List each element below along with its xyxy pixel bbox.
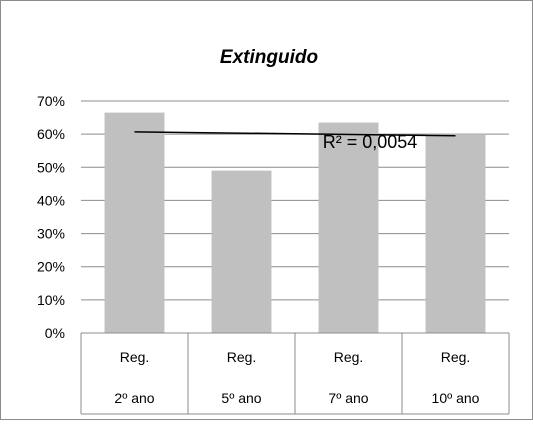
y-tick-label: 20% xyxy=(37,259,65,275)
y-tick-label: 30% xyxy=(37,226,65,242)
y-tick-label: 50% xyxy=(37,159,65,175)
category-label-line1: Reg. xyxy=(441,349,471,365)
y-tick-label: 10% xyxy=(37,292,65,308)
y-tick-label: 60% xyxy=(37,126,65,142)
y-tick-label: 0% xyxy=(45,325,65,341)
y-tick-label: 40% xyxy=(37,192,65,208)
category-label-line1: Reg. xyxy=(227,349,257,365)
y-axis-tick-labels: 0% 10% 20% 30% 40% 50% 60% 70% xyxy=(37,93,65,341)
bar xyxy=(211,170,272,333)
category-label-line2: 2º ano xyxy=(114,390,154,406)
category-label-line1: Reg. xyxy=(120,349,150,365)
bar xyxy=(104,112,165,333)
y-tick-label: 70% xyxy=(37,93,65,109)
category-label-line2: 10º ano xyxy=(432,390,480,406)
category-label-line2: 5º ano xyxy=(221,390,261,406)
chart-title: Extinguido xyxy=(220,47,318,68)
trendline xyxy=(134,131,456,137)
bars xyxy=(104,112,486,334)
trendline-group: R² = 0,0054 xyxy=(134,131,456,152)
category-label-line2: 7º ano xyxy=(328,390,368,406)
trendline-r2-label: R² = 0,0054 xyxy=(323,132,418,152)
bar xyxy=(425,134,486,333)
category-label-line1: Reg. xyxy=(334,349,364,365)
category-axis-table: Reg. 2º ano Reg. 5º ano Reg. 7º ano Reg. 10º an… xyxy=(80,332,510,415)
bar xyxy=(318,122,379,334)
